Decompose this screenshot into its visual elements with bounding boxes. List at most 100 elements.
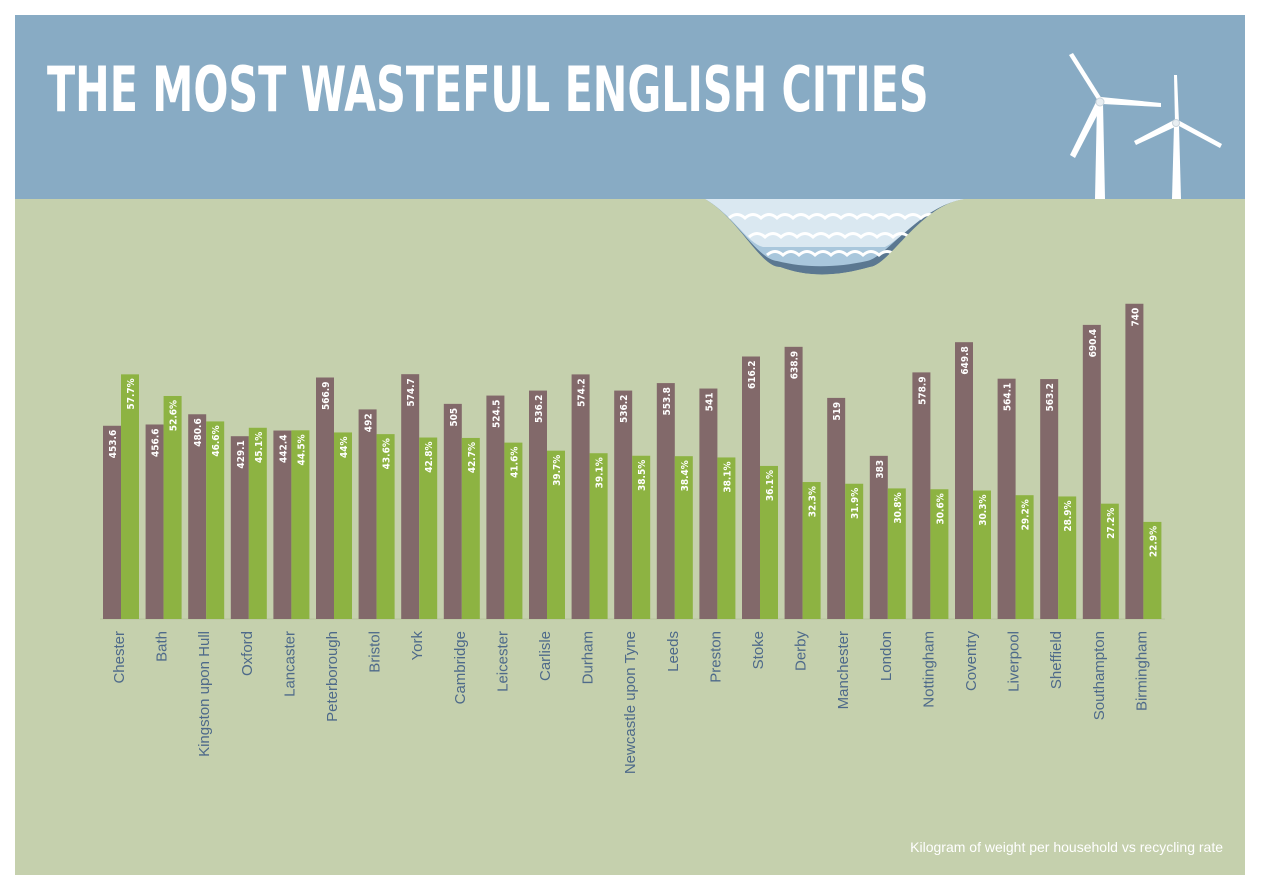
waste-bar-12 [614, 390, 633, 619]
bar-chart: 453.6 57.7% 456.6 52.6% 480.6 46.6% 429.1 45.1%… [100, 303, 1165, 775]
category-label-19: Nottingham [920, 631, 937, 708]
waste-bar-20 [955, 342, 973, 619]
recycling-bar-3 [248, 427, 267, 619]
waste-value-label-21: 564.1 [1003, 383, 1014, 411]
recycling-value-label-10: 39.7% [552, 455, 563, 486]
waste-bar-23 [1082, 324, 1101, 619]
category-labels: Chester Bath Kingston upon Hull Oxford Lanca… [111, 631, 1150, 775]
category-label-8: Cambridge [452, 631, 469, 704]
waste-value-label-1: 456.6 [151, 428, 162, 456]
recycling-bar-4 [291, 430, 310, 619]
recycling-bar-5 [334, 432, 352, 619]
recycling-bar-23 [1100, 503, 1119, 619]
waste-bar-4 [273, 430, 292, 619]
category-label-23: Southampton [1091, 631, 1108, 720]
waste-value-label-17: 519 [832, 402, 843, 421]
category-label-6: Bristol [367, 631, 384, 673]
waste-bar-2 [188, 414, 207, 619]
wind-turbine-icon [1134, 75, 1222, 199]
waste-bar-18 [869, 455, 888, 619]
waste-bar-3 [230, 436, 249, 619]
recycling-bar-13 [674, 456, 693, 619]
infographic-card: THE MOST WASTEFUL ENGLISH CITIES 453.6 57… [15, 15, 1245, 875]
waste-value-label-12: 536.2 [619, 395, 630, 423]
category-label-20: Coventry [963, 631, 980, 692]
recycling-bar-18 [887, 488, 906, 619]
waste-bar-11 [571, 374, 590, 619]
category-label-13: Leeds [665, 631, 682, 672]
recycling-bar-1 [163, 395, 182, 619]
waste-value-label-3: 429.1 [236, 440, 247, 468]
recycling-bar-6 [376, 434, 395, 619]
chart-caption: Kilogram of weight per household vs recy… [910, 839, 1223, 855]
category-label-18: London [878, 631, 895, 681]
recycling-bar-19 [930, 489, 949, 619]
recycling-value-label-2: 46.6% [211, 425, 222, 456]
recycling-value-label-9: 41.6% [509, 447, 520, 478]
waste-bar-17 [827, 397, 846, 619]
recycling-bar-12 [632, 455, 651, 619]
waste-value-label-6: 492 [364, 413, 375, 432]
recycling-value-label-11: 39.1% [595, 457, 606, 488]
waste-bar-21 [997, 378, 1016, 619]
waste-value-label-11: 574.2 [577, 378, 588, 406]
recycling-bar-2 [206, 421, 225, 619]
bars [103, 303, 1162, 619]
recycling-value-label-15: 36.1% [765, 470, 776, 501]
category-label-24: Birmingham [1133, 631, 1150, 711]
category-label-3: Oxford [239, 631, 256, 676]
waste-value-label-4: 442.4 [278, 435, 289, 463]
waste-value-label-0: 453.6 [108, 430, 119, 458]
recycling-value-label-18: 30.8% [893, 492, 904, 523]
waste-value-label-8: 505 [449, 408, 460, 427]
recycling-bar-17 [845, 483, 864, 619]
recycling-value-label-14: 38.1% [722, 461, 733, 492]
waste-value-label-19: 578.9 [917, 376, 928, 404]
waste-bar-24 [1125, 303, 1144, 619]
recycling-bar-22 [1058, 496, 1077, 619]
recycling-bar-24 [1143, 521, 1162, 619]
waste-value-label-9: 524.5 [491, 400, 502, 428]
category-label-0: Chester [111, 631, 128, 684]
recycling-value-label-5: 44% [339, 436, 350, 458]
recycling-bar-16 [802, 482, 821, 619]
recycling-value-label-21: 29.2% [1021, 499, 1032, 530]
waste-value-label-23: 690.4 [1088, 329, 1099, 357]
recycling-bar-7 [419, 437, 438, 619]
waste-value-label-16: 638.9 [790, 351, 801, 379]
sky [15, 15, 1245, 199]
waste-value-label-18: 383 [875, 460, 886, 479]
waste-value-label-5: 566.9 [321, 382, 332, 410]
waste-bar-10 [529, 390, 547, 619]
category-label-16: Derby [793, 631, 810, 672]
recycling-bar-8 [461, 437, 480, 619]
wind-turbine-icon [1069, 53, 1161, 199]
waste-bar-1 [145, 424, 164, 619]
recycling-bar-15 [760, 465, 778, 619]
category-label-14: Preston [707, 631, 724, 683]
recycling-value-label-0: 57.7% [126, 378, 137, 409]
waste-value-label-10: 536.2 [534, 395, 545, 423]
waste-bar-13 [656, 383, 675, 619]
sea-waves-icon [705, 199, 965, 275]
waste-value-label-7: 574.7 [406, 378, 417, 406]
recycling-value-label-17: 31.9% [850, 488, 861, 519]
waste-value-label-24: 740 [1130, 308, 1141, 327]
waste-value-label-2: 480.6 [193, 418, 204, 446]
recycling-value-label-12: 38.5% [637, 460, 648, 491]
waste-value-label-20: 649.8 [960, 346, 971, 374]
waste-bar-9 [486, 395, 505, 619]
waste-bar-7 [401, 374, 420, 619]
category-label-22: Sheffield [1048, 631, 1065, 689]
waste-bar-5 [316, 377, 334, 619]
category-label-1: Bath [154, 631, 171, 662]
page-title: THE MOST WASTEFUL ENGLISH CITIES [47, 53, 929, 126]
category-label-10: Carlisle [537, 631, 554, 681]
waste-bar-0 [103, 425, 121, 619]
recycling-value-label-16: 32.3% [808, 486, 819, 517]
recycling-bar-10 [547, 450, 565, 619]
waste-value-label-15: 616.2 [747, 360, 758, 388]
category-label-4: Lancaster [281, 631, 298, 697]
category-label-15: Stoke [750, 631, 767, 669]
recycling-bar-21 [1015, 495, 1034, 619]
